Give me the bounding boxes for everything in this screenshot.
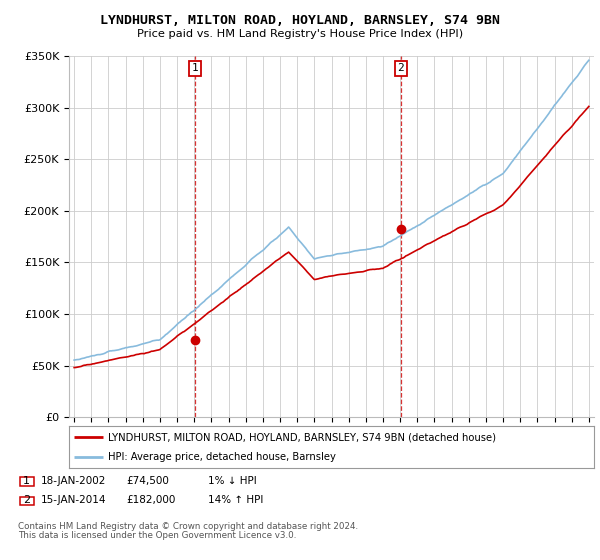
Text: LYNDHURST, MILTON ROAD, HOYLAND, BARNSLEY, S74 9BN (detached house): LYNDHURST, MILTON ROAD, HOYLAND, BARNSLE… — [109, 432, 496, 442]
Text: 18-JAN-2002: 18-JAN-2002 — [41, 476, 106, 486]
FancyBboxPatch shape — [20, 477, 34, 486]
FancyBboxPatch shape — [20, 497, 34, 505]
Text: 2: 2 — [398, 63, 404, 73]
Text: 1: 1 — [23, 476, 30, 486]
Text: 2: 2 — [23, 496, 31, 505]
Text: £182,000: £182,000 — [126, 496, 175, 505]
Text: HPI: Average price, detached house, Barnsley: HPI: Average price, detached house, Barn… — [109, 452, 336, 462]
Text: £74,500: £74,500 — [126, 476, 169, 486]
Text: Contains HM Land Registry data © Crown copyright and database right 2024.: Contains HM Land Registry data © Crown c… — [18, 522, 358, 531]
Text: This data is licensed under the Open Government Licence v3.0.: This data is licensed under the Open Gov… — [18, 531, 296, 540]
Text: 1% ↓ HPI: 1% ↓ HPI — [208, 476, 257, 486]
Text: 14% ↑ HPI: 14% ↑ HPI — [208, 496, 263, 505]
Text: Price paid vs. HM Land Registry's House Price Index (HPI): Price paid vs. HM Land Registry's House … — [137, 29, 463, 39]
Text: LYNDHURST, MILTON ROAD, HOYLAND, BARNSLEY, S74 9BN: LYNDHURST, MILTON ROAD, HOYLAND, BARNSLE… — [100, 14, 500, 27]
Text: 1: 1 — [192, 63, 199, 73]
Text: 15-JAN-2014: 15-JAN-2014 — [41, 496, 106, 505]
